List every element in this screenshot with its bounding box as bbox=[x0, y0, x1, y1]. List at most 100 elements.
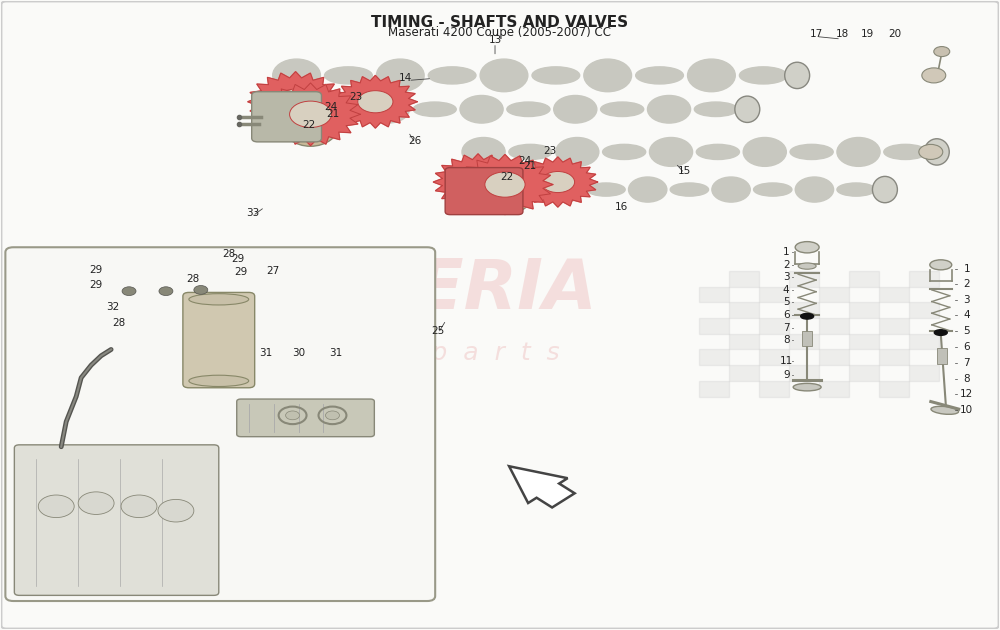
Text: 15: 15 bbox=[678, 166, 691, 176]
Ellipse shape bbox=[584, 59, 632, 92]
Text: 28: 28 bbox=[186, 273, 199, 284]
Ellipse shape bbox=[924, 139, 949, 165]
Circle shape bbox=[290, 101, 331, 127]
Ellipse shape bbox=[754, 183, 792, 196]
Text: 19: 19 bbox=[860, 29, 874, 39]
Ellipse shape bbox=[636, 67, 683, 84]
Text: 29: 29 bbox=[231, 253, 244, 263]
Bar bbox=[759, 350, 789, 365]
Circle shape bbox=[358, 91, 393, 113]
Polygon shape bbox=[248, 72, 343, 132]
Text: 12: 12 bbox=[960, 389, 973, 399]
Text: 5: 5 bbox=[783, 297, 790, 307]
Polygon shape bbox=[457, 154, 553, 215]
Ellipse shape bbox=[739, 67, 787, 84]
Text: 10: 10 bbox=[960, 404, 973, 415]
Bar bbox=[759, 287, 789, 302]
Polygon shape bbox=[518, 157, 598, 207]
Text: 29: 29 bbox=[90, 280, 103, 290]
Ellipse shape bbox=[629, 177, 667, 202]
Text: 28: 28 bbox=[222, 248, 235, 258]
Ellipse shape bbox=[694, 102, 737, 117]
Polygon shape bbox=[333, 76, 417, 128]
Text: 28: 28 bbox=[112, 318, 126, 328]
Ellipse shape bbox=[872, 176, 897, 203]
Bar bbox=[909, 365, 939, 381]
Ellipse shape bbox=[189, 294, 249, 305]
Bar bbox=[759, 318, 789, 334]
Circle shape bbox=[122, 287, 136, 295]
Bar bbox=[849, 334, 879, 350]
Ellipse shape bbox=[603, 144, 646, 159]
Bar bbox=[879, 287, 909, 302]
Ellipse shape bbox=[798, 263, 816, 269]
Bar bbox=[699, 381, 729, 396]
Ellipse shape bbox=[509, 144, 552, 159]
Text: TIMING - SHAFTS AND VALVES: TIMING - SHAFTS AND VALVES bbox=[371, 15, 629, 30]
Ellipse shape bbox=[507, 102, 550, 117]
Ellipse shape bbox=[837, 137, 880, 166]
Circle shape bbox=[459, 170, 497, 194]
Ellipse shape bbox=[319, 102, 363, 117]
Circle shape bbox=[934, 47, 950, 57]
Text: 27: 27 bbox=[266, 266, 279, 276]
Ellipse shape bbox=[837, 183, 875, 196]
Text: SCUDERIA: SCUDERIA bbox=[202, 256, 598, 323]
Bar bbox=[699, 318, 729, 334]
Bar bbox=[789, 302, 819, 318]
Bar bbox=[819, 381, 849, 396]
Bar bbox=[699, 350, 729, 365]
Text: 21: 21 bbox=[523, 161, 537, 171]
Ellipse shape bbox=[743, 137, 786, 166]
Text: 4: 4 bbox=[783, 285, 790, 295]
Ellipse shape bbox=[413, 102, 456, 117]
FancyBboxPatch shape bbox=[445, 168, 523, 215]
Circle shape bbox=[485, 172, 525, 197]
Ellipse shape bbox=[934, 329, 947, 335]
Ellipse shape bbox=[785, 62, 810, 89]
Ellipse shape bbox=[460, 96, 503, 123]
Ellipse shape bbox=[476, 171, 534, 214]
Text: a  p  a  r  t  s: a p a r t s bbox=[400, 341, 560, 365]
Circle shape bbox=[325, 411, 339, 420]
Ellipse shape bbox=[428, 67, 476, 84]
Ellipse shape bbox=[790, 144, 833, 159]
Bar bbox=[729, 334, 759, 350]
Ellipse shape bbox=[712, 177, 750, 202]
Bar bbox=[729, 271, 759, 287]
Text: 23: 23 bbox=[349, 92, 362, 101]
Circle shape bbox=[78, 492, 114, 515]
Text: 8: 8 bbox=[783, 335, 790, 345]
Ellipse shape bbox=[696, 144, 739, 159]
Bar bbox=[789, 271, 819, 287]
Text: 24: 24 bbox=[324, 102, 337, 112]
Bar bbox=[759, 381, 789, 396]
Ellipse shape bbox=[670, 183, 709, 196]
Text: 6: 6 bbox=[783, 310, 790, 320]
Text: 1: 1 bbox=[963, 263, 970, 273]
Text: 30: 30 bbox=[292, 348, 305, 358]
Bar bbox=[909, 271, 939, 287]
Ellipse shape bbox=[503, 183, 542, 196]
Text: 13: 13 bbox=[488, 35, 502, 45]
Circle shape bbox=[919, 144, 943, 159]
Polygon shape bbox=[433, 154, 523, 210]
Bar bbox=[849, 365, 879, 381]
Bar bbox=[909, 302, 939, 318]
Ellipse shape bbox=[795, 177, 834, 202]
Ellipse shape bbox=[801, 314, 814, 319]
Text: 31: 31 bbox=[259, 348, 272, 358]
Text: 33: 33 bbox=[246, 209, 259, 219]
Ellipse shape bbox=[376, 59, 424, 92]
Text: 7: 7 bbox=[783, 323, 790, 333]
Bar bbox=[789, 334, 819, 350]
Text: 6: 6 bbox=[963, 342, 970, 352]
Text: 24: 24 bbox=[518, 156, 532, 166]
Text: 4: 4 bbox=[963, 310, 970, 320]
Ellipse shape bbox=[930, 260, 952, 270]
Bar bbox=[879, 381, 909, 396]
Polygon shape bbox=[509, 466, 575, 508]
Text: 11: 11 bbox=[780, 356, 793, 366]
Text: 29: 29 bbox=[234, 267, 247, 277]
Circle shape bbox=[286, 411, 300, 420]
